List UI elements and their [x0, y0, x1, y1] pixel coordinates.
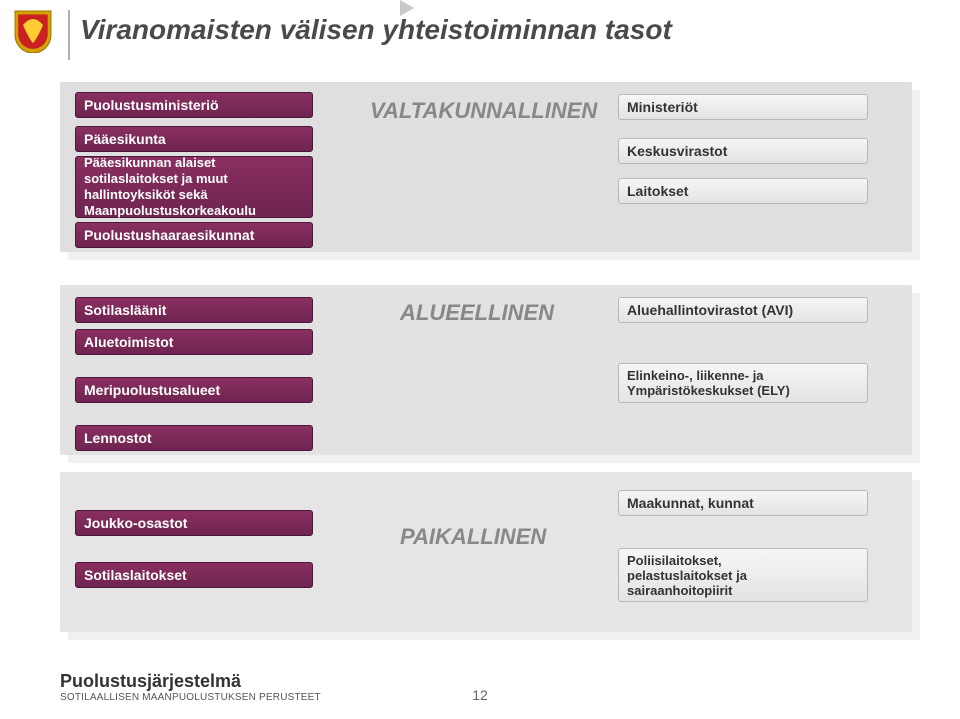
org-box: Puolustushaaraesikunnat: [75, 222, 313, 248]
page-number: 12: [0, 687, 960, 703]
org-box: Sotilasläänit: [75, 297, 313, 323]
org-box: Poliisilaitokset, pelastuslaitokset ja s…: [618, 548, 868, 602]
org-box: Joukko-osastot: [75, 510, 313, 536]
org-box: Maakunnat, kunnat: [618, 490, 868, 516]
level-label-1: ALUEELLINEN: [400, 300, 554, 326]
org-box: Lennostot: [75, 425, 313, 451]
level-label-2: PAIKALLINEN: [400, 524, 546, 550]
org-box: Pääesikunta: [75, 126, 313, 152]
org-box: Elinkeino-, liikenne- ja Ympäristökeskuk…: [618, 363, 868, 403]
coat-of-arms-icon: [10, 8, 56, 54]
title-rule: [68, 10, 70, 60]
org-box: Meripuolustusalueet: [75, 377, 313, 403]
org-box: Keskusvirastot: [618, 138, 868, 164]
org-box: Pääesikunnan alaiset sotilaslaitokset ja…: [75, 156, 313, 218]
level-label-0: VALTAKUNNALLINEN: [370, 98, 597, 124]
org-box: Laitokset: [618, 178, 868, 204]
org-box: Ministeriöt: [618, 94, 868, 120]
org-box: Aluehallintovirastot (AVI): [618, 297, 868, 323]
page-title: Viranomaisten välisen yhteistoiminnan ta…: [80, 14, 672, 46]
org-box: Puolustusministeriö: [75, 92, 313, 118]
org-box: Aluetoimistot: [75, 329, 313, 355]
org-box: Sotilaslaitokset: [75, 562, 313, 588]
